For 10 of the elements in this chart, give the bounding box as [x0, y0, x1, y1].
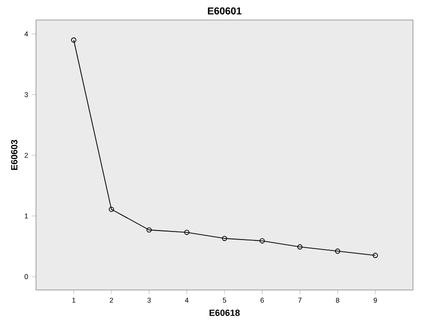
- x-axis-title: E60618: [210, 310, 240, 316]
- point: [184, 230, 190, 235]
- point: [334, 248, 340, 254]
- chart-title: E60601: [208, 7, 242, 14]
- point: [297, 244, 302, 250]
- y-axis-title: E60603: [11, 140, 18, 170]
- point: [222, 236, 228, 242]
- point: [146, 227, 152, 233]
- point: [108, 206, 114, 212]
- point: [260, 238, 265, 244]
